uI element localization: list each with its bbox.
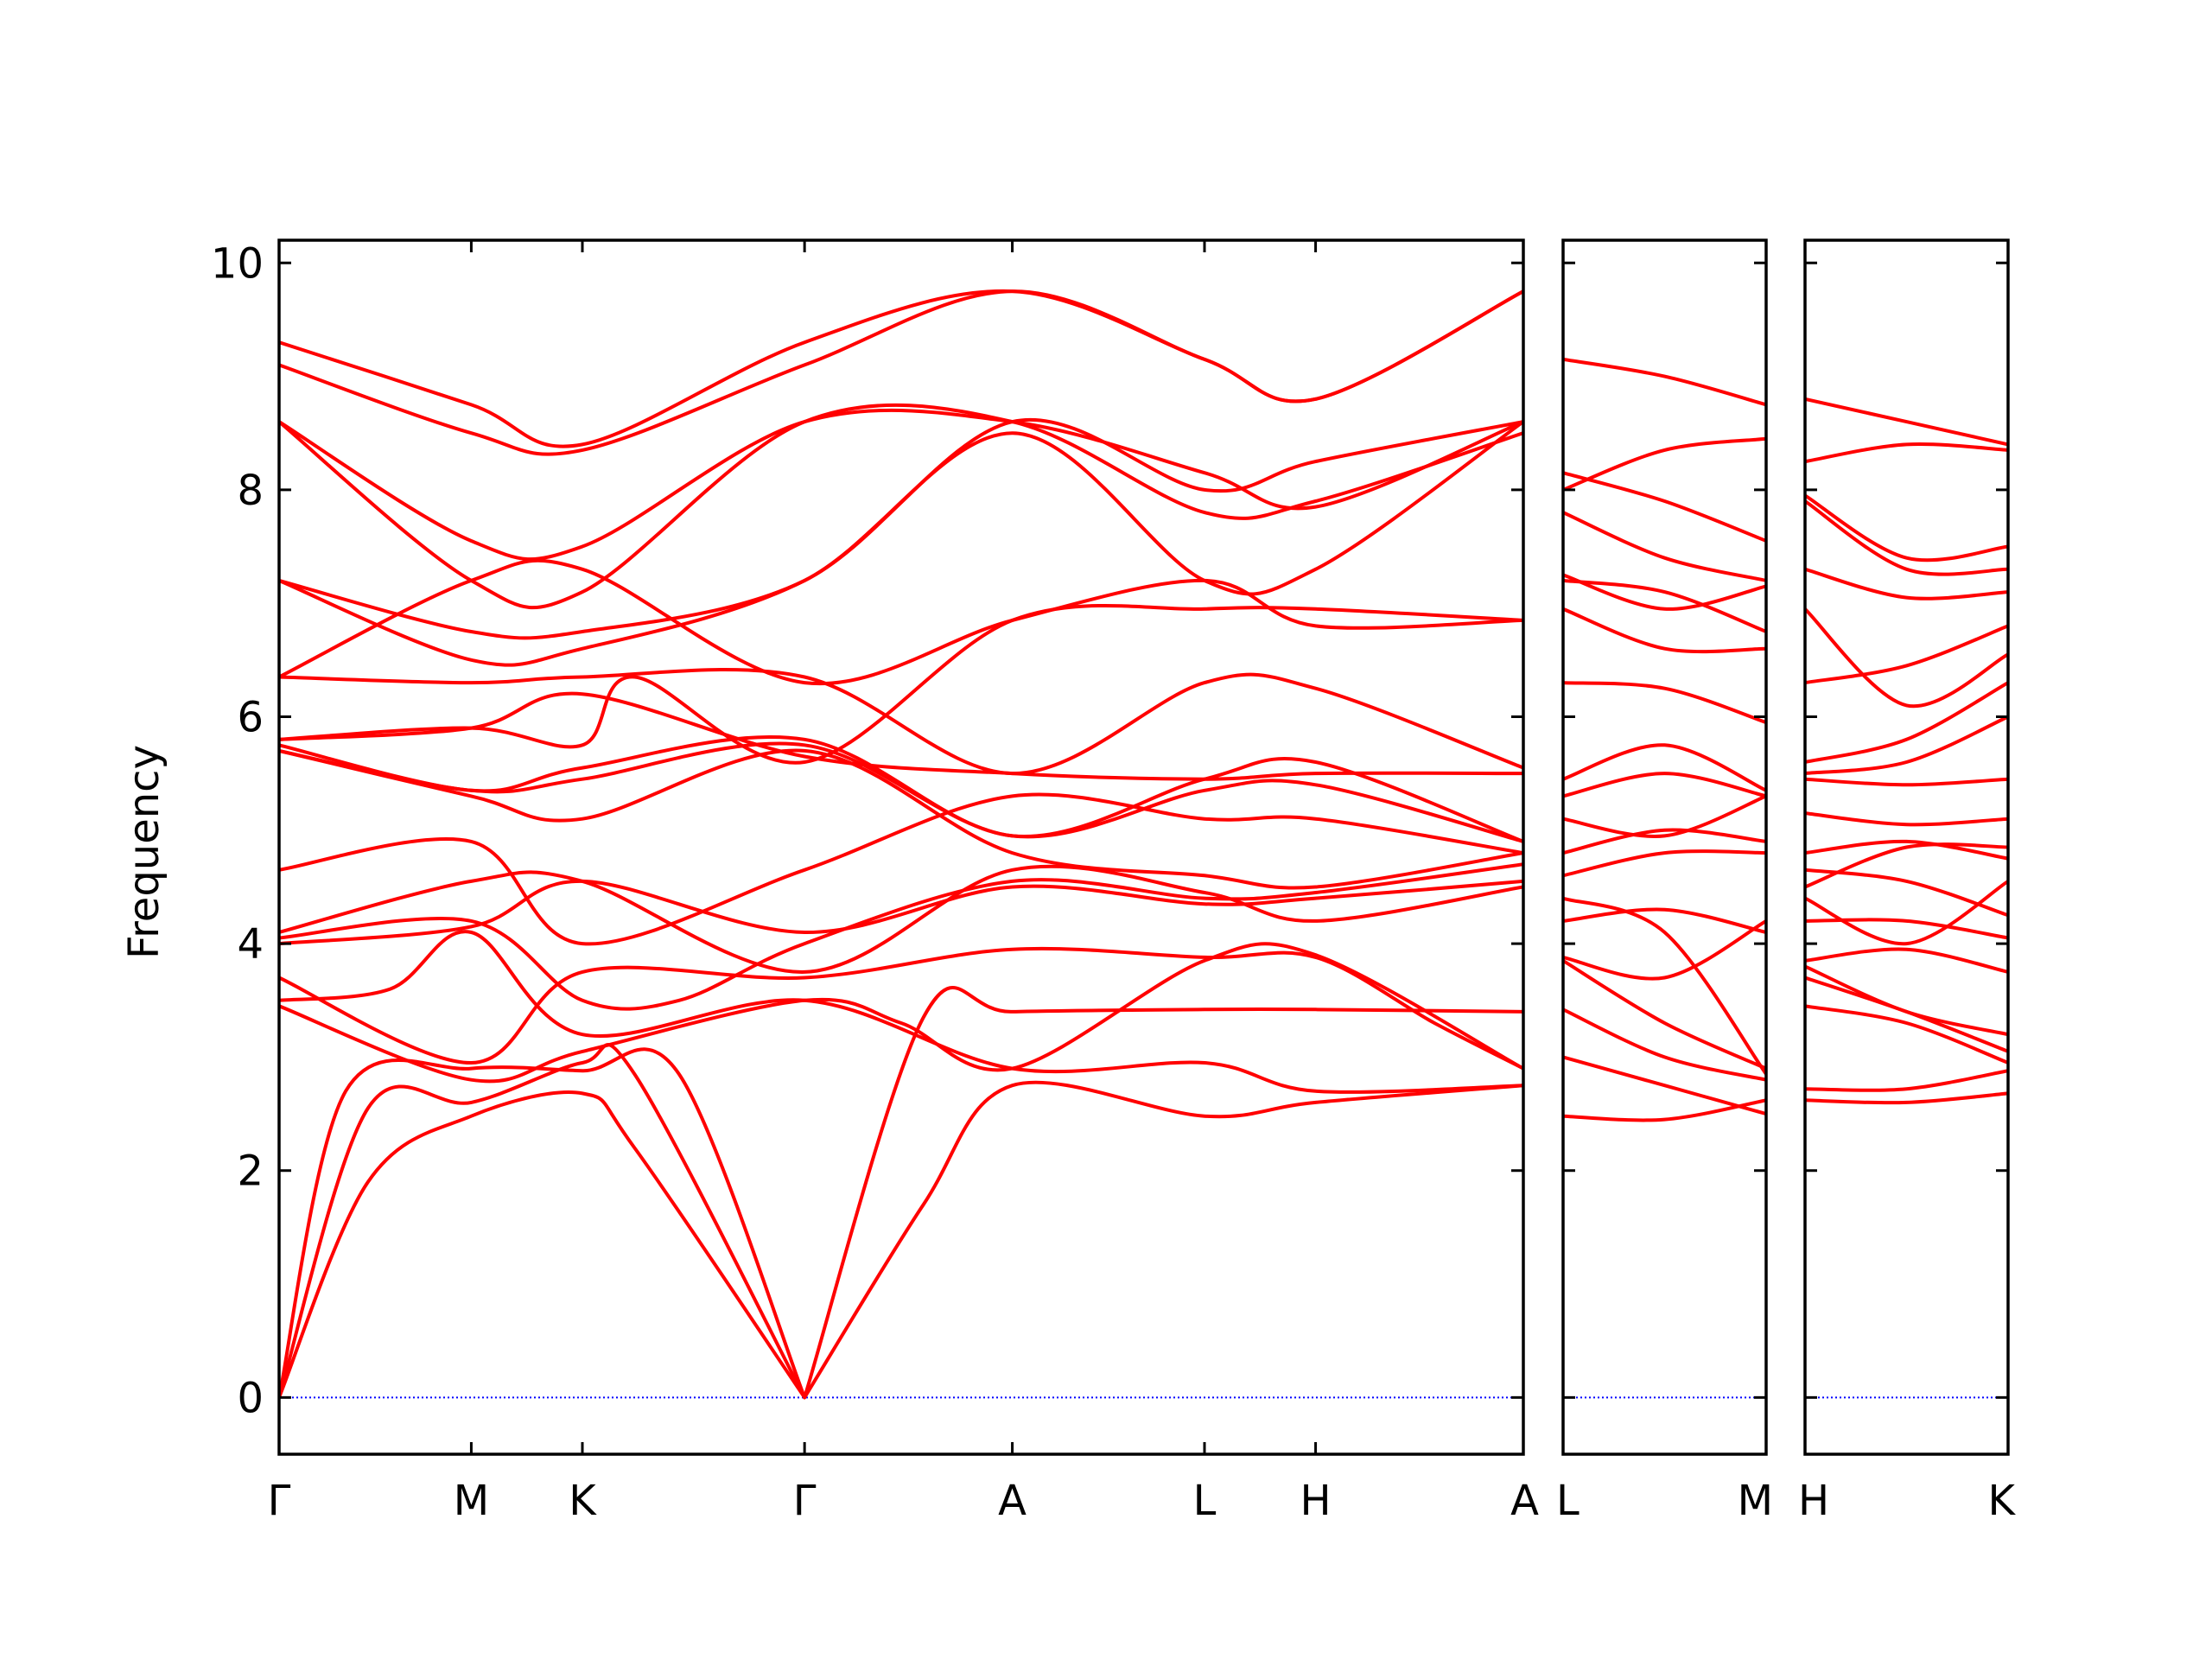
band-line [1563, 772, 1766, 798]
band-line [1563, 357, 1766, 407]
x-tick-label: M [1738, 1477, 1773, 1525]
x-tick-label: Γ [793, 1477, 817, 1525]
band-line [1563, 1055, 1766, 1116]
band-line [1805, 397, 2008, 447]
panel-1: 0 2 4 6 8 10 Γ M K Γ A L H A [211, 238, 1539, 1525]
x-tick-label: L [1193, 1477, 1217, 1525]
band-line [1563, 907, 1766, 934]
band-line [1563, 794, 1766, 838]
band-line [279, 558, 1523, 686]
band-line [1563, 1098, 1766, 1122]
band-line [1805, 1091, 2008, 1105]
x-tick-label: A [1510, 1477, 1539, 1525]
band-line [1563, 918, 1766, 981]
band-line [1805, 777, 2008, 787]
band-line [279, 930, 1523, 1094]
band-line [1805, 567, 2008, 601]
band-line [279, 418, 1523, 640]
band-line [279, 942, 1523, 1084]
band-line [1805, 976, 2008, 1053]
band-line [1805, 839, 2008, 861]
x-tick-label: K [569, 1477, 597, 1525]
y-axis-label: Frequency [120, 745, 168, 959]
band-line [1805, 493, 2008, 563]
bands-group [279, 289, 1523, 1400]
band-line [279, 735, 1523, 843]
band-line [1563, 896, 1766, 1077]
axes-frame [277, 238, 1525, 1456]
band-line [1563, 578, 1766, 633]
axes-frame [1803, 238, 2010, 1456]
x-tick-label: L [1556, 1477, 1580, 1525]
x-tick-label: M [454, 1477, 489, 1525]
y-tick-label: 2 [237, 1147, 264, 1196]
band-line [279, 603, 1523, 765]
band-line [1805, 918, 2008, 940]
band-line [279, 864, 1523, 974]
x-tick-label: A [998, 1477, 1027, 1525]
band-line [279, 946, 1523, 1071]
band-line [279, 408, 1523, 562]
band-line [1563, 511, 1766, 582]
band-line [279, 879, 1523, 946]
band-line [279, 1090, 807, 1400]
band-line [279, 289, 1523, 448]
band-line [1805, 624, 2008, 685]
x-tick-label: H [1300, 1477, 1332, 1525]
band-line [279, 1047, 807, 1400]
band-line [1563, 958, 1766, 1071]
band-line [279, 691, 1523, 781]
band-line [1805, 1069, 2008, 1092]
band-line [1563, 471, 1766, 543]
band-line [1805, 607, 2008, 709]
band-line [1805, 681, 2008, 764]
band-line [1563, 849, 1766, 878]
x-tick-label: H [1798, 1477, 1829, 1525]
band-line [1805, 879, 2008, 946]
band-line [1563, 607, 1766, 654]
band-line [279, 667, 1523, 776]
band-line [1805, 947, 2008, 974]
band-line [1805, 842, 2008, 889]
band-line [279, 1043, 807, 1400]
y-tick-label: 6 [237, 693, 264, 741]
x-tick-label: K [1988, 1477, 2017, 1525]
band-line [1563, 1007, 1766, 1082]
band-line [279, 403, 1523, 610]
band-line [1805, 1004, 2008, 1065]
band-line [803, 1080, 1523, 1400]
bands-group [1563, 357, 1766, 1122]
band-line [279, 748, 1523, 890]
bands-group [1805, 397, 2008, 1105]
y-tick-label: 0 [237, 1374, 264, 1422]
band-line [1805, 811, 2008, 827]
y-tick-label: 8 [237, 467, 264, 515]
band-line [1563, 828, 1766, 855]
band-line [1805, 442, 2008, 464]
band-line [1563, 573, 1766, 611]
band-line [803, 986, 1523, 1400]
band-line [279, 792, 1523, 946]
band-line [1563, 436, 1766, 492]
y-tick-label: 4 [237, 920, 264, 969]
band-line [1805, 715, 2008, 776]
band-line [1563, 743, 1766, 792]
band-line [1805, 499, 2008, 576]
band-line [1563, 681, 1766, 725]
y-tick-label: 10 [211, 239, 264, 288]
band-line [1805, 868, 2008, 918]
axes-frame [1561, 238, 1768, 1456]
band-line [1805, 964, 2008, 1037]
band-line [279, 862, 1523, 1011]
x-tick-label: Γ [268, 1477, 291, 1525]
band-line [279, 289, 1523, 456]
